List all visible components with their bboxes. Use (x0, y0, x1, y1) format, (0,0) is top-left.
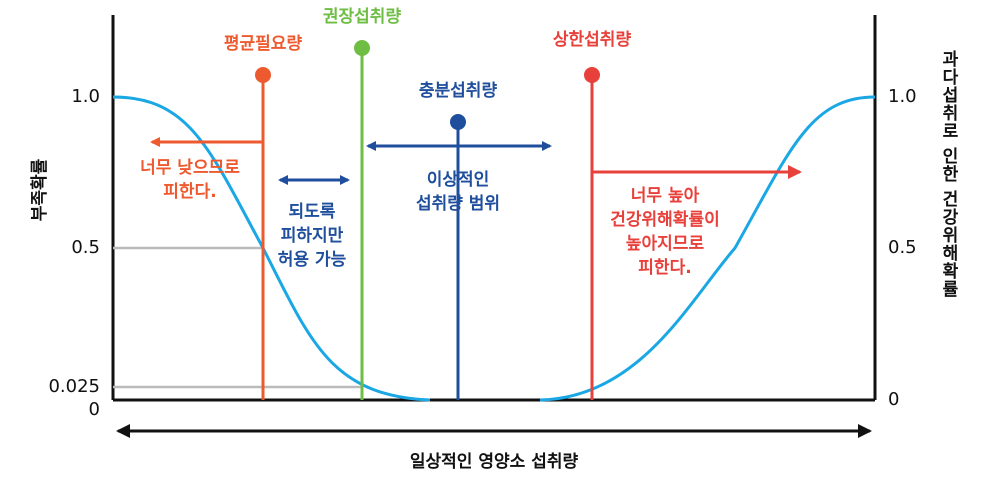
marker-dot (255, 67, 271, 83)
axis-label: 일상적인 영양소 섭취량 (410, 451, 579, 472)
marker-dot (450, 114, 466, 130)
tick-label: 0.5 (71, 237, 100, 258)
note-text: 너무 낮으므로 (140, 158, 240, 178)
note-text: 피하지만 (281, 226, 344, 246)
tick-label: 0 (89, 399, 100, 420)
marker-label: 평균필요량 (224, 34, 303, 54)
tick-label: 1.0 (888, 86, 917, 107)
axis-label: 과다섭취로 인한 건강위해확률 (938, 50, 958, 298)
excess-curve (539, 95, 876, 402)
note-text: 허용 가능 (278, 250, 347, 270)
tick-label: 0 (888, 389, 899, 410)
note-text: 높아지므로 (626, 234, 705, 254)
axis-label: 부족확률 (30, 158, 50, 221)
note-text: 너무 높아 (631, 186, 700, 206)
note-text: 되도록 (289, 202, 336, 222)
note-text: 건강위해확률이 (610, 210, 719, 230)
marker-label: 권장섭취량 (323, 6, 402, 27)
tick-label: 1.0 (71, 86, 100, 107)
marker-dot (354, 40, 370, 56)
marker-label: 상한섭취량 (553, 29, 632, 50)
note-text: 피한다. (163, 182, 216, 202)
tick-label: 0.5 (888, 237, 917, 258)
note-text: 피한다. (638, 258, 691, 278)
note-text: 섭취량 범위 (416, 193, 500, 214)
tick-label: 0.025 (48, 376, 100, 397)
marker-dot (584, 67, 600, 83)
marker-label: 충분섭취량 (419, 80, 498, 101)
note-text: 이상적인 (427, 170, 490, 190)
